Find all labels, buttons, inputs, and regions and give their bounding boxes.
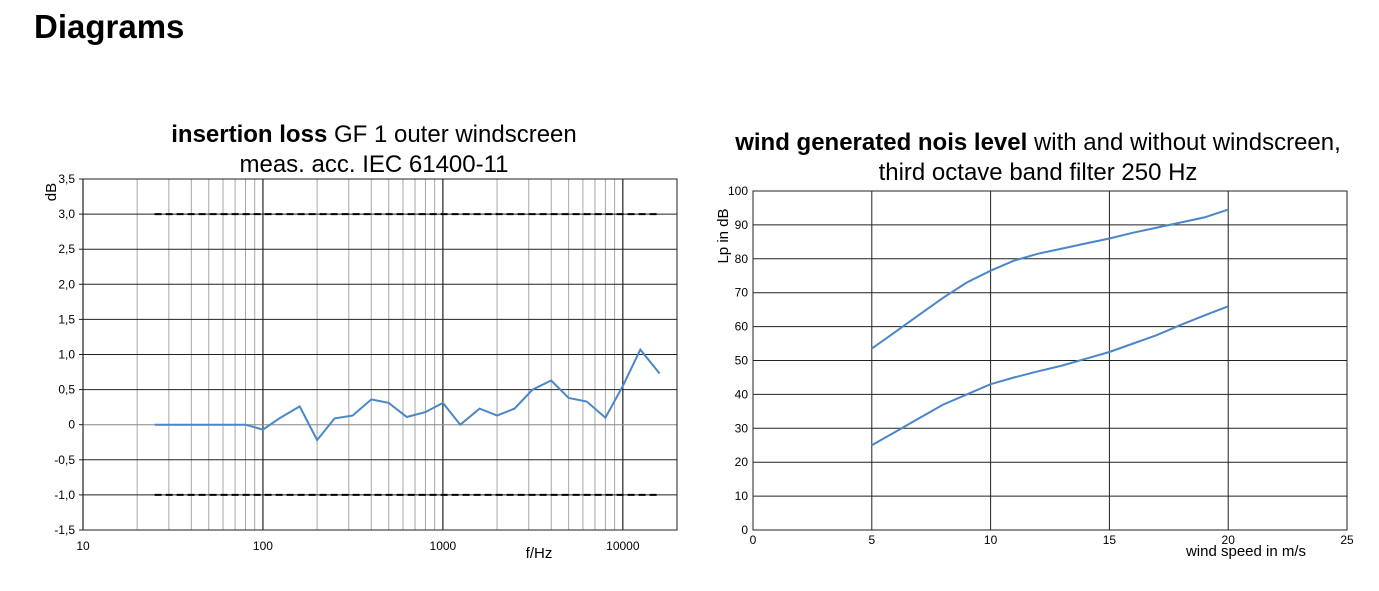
chart1-title-bold: insertion loss <box>171 121 328 148</box>
chart1-y-tick-label: -1,5 <box>54 523 75 537</box>
chart2-title-bold: wind generated nois level <box>735 129 1028 156</box>
page-title: Diagrams <box>34 8 185 45</box>
chart2-x-tick-label: 10 <box>984 533 998 547</box>
chart1-y-tick-label: 1,0 <box>58 348 75 362</box>
chart2-x-tick-label: 20 <box>1222 533 1236 547</box>
chart2-y-tick-label: 70 <box>735 286 749 300</box>
chart1-y-tick-label: 0 <box>68 418 75 432</box>
chart2-y-tick-label: 80 <box>735 252 749 266</box>
chart2-x-tick-label: 25 <box>1340 533 1354 547</box>
chart1-y-tick-label: -0,5 <box>54 453 75 467</box>
chart2-y-tick-label: 60 <box>735 320 749 334</box>
chart2-y-axis-label: Lp in dB <box>715 208 732 263</box>
chart2-x-tick-label: 15 <box>1103 533 1117 547</box>
chart1-y-tick-label: -1,0 <box>54 488 75 502</box>
chart2-x-tick-label: 0 <box>750 533 757 547</box>
chart1-x-tick-label: 10 <box>76 539 90 553</box>
chart1-x-tick-label: 10000 <box>606 539 640 553</box>
chart2-series-upper-line <box>871 208 1229 350</box>
chart1-y-tick-label: 0,5 <box>58 383 75 397</box>
chart2-y-tick-label: 90 <box>735 218 749 232</box>
chart1-series-line <box>154 347 661 442</box>
chart1-y-tick-label: 1,5 <box>58 312 75 326</box>
chart2-title-block: wind generated nois level with and witho… <box>700 128 1376 188</box>
chart2-subtitle: third octave band filter 250 Hz <box>878 159 1198 186</box>
chart1-subtitle: meas. acc. IEC 61400-11 <box>239 151 509 178</box>
chart2-series-lower-line <box>871 305 1229 447</box>
chart1-x-tick-label: 1000 <box>430 539 457 553</box>
chart2-y-tick-label: 10 <box>735 489 749 503</box>
chart1-y-tick-label: 2,0 <box>58 277 75 291</box>
chart1-title-block: insertion loss GF 1 outer windscreen mea… <box>100 120 648 180</box>
chart2-x-axis-label: wind speed in m/s <box>1185 543 1306 560</box>
chart2-y-tick-label: 50 <box>735 354 749 368</box>
chart1-x-axis-label: f/Hz <box>526 545 553 562</box>
chart2-y-tick-label: 100 <box>728 184 748 198</box>
chart2-x-tick-label: 5 <box>868 533 875 547</box>
chart1-y-tick-label: 2,5 <box>58 242 75 256</box>
chart1-x-tick-label: 100 <box>253 539 273 553</box>
chart1-y-tick-label: 3,0 <box>58 207 75 221</box>
chart2-title: wind generated nois level with and witho… <box>700 128 1376 158</box>
chart1-title: insertion loss GF 1 outer windscreen <box>100 120 648 150</box>
chart2-y-tick-label: 20 <box>735 455 749 469</box>
chart2-plot-frame <box>752 190 1348 531</box>
chart1-y-tick-label: 3,5 <box>58 172 75 186</box>
chart2-y-tick-label: 40 <box>735 387 749 401</box>
chart2-title-rest: with and without windscreen, <box>1027 129 1341 156</box>
chart2-y-tick-label: 30 <box>735 421 749 435</box>
chart1-title-rest: GF 1 outer windscreen <box>327 121 577 148</box>
chart1-y-axis-label: dB <box>43 183 60 201</box>
chart2-y-tick-label: 0 <box>741 523 748 537</box>
